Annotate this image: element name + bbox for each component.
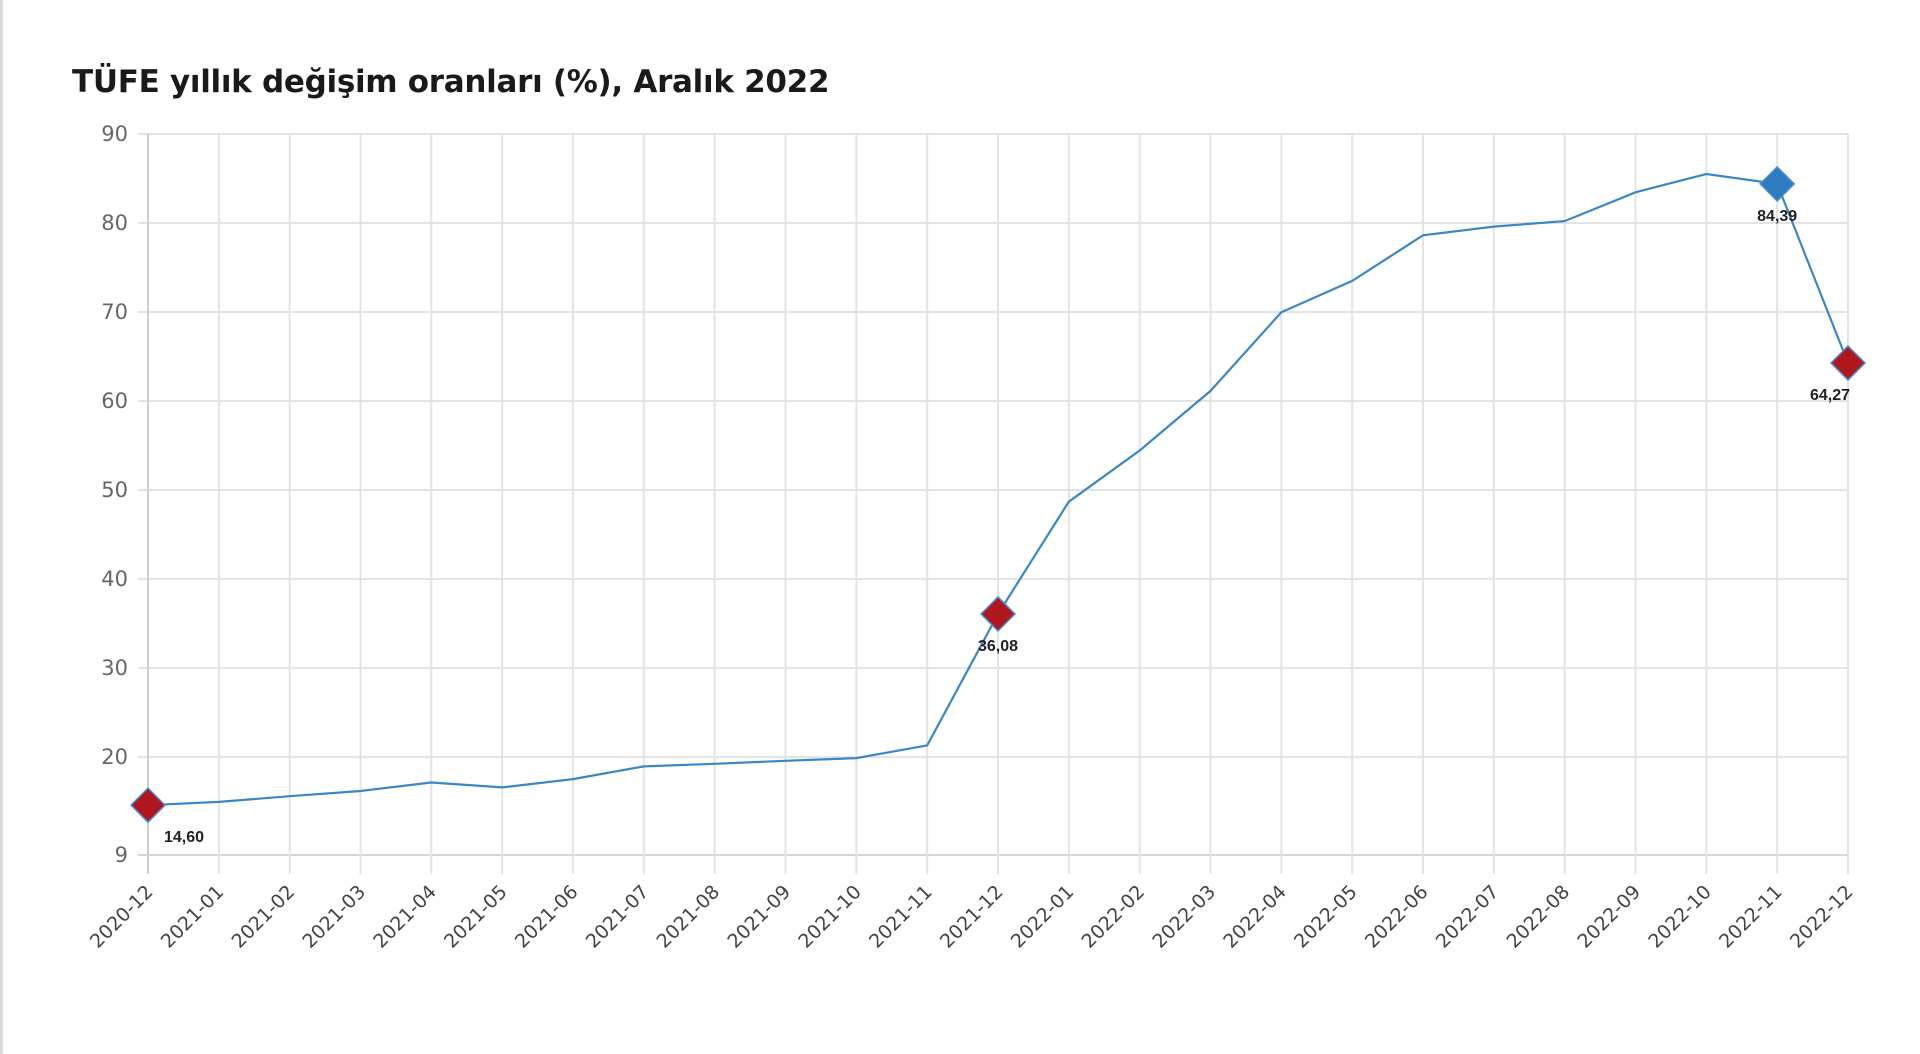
x-tick-label: 2022-01	[1007, 881, 1079, 953]
x-tick-label: 2021-10	[794, 881, 866, 953]
x-tick-label: 2022-05	[1290, 881, 1362, 953]
x-tick-label: 2022-12	[1786, 881, 1858, 953]
data-markers: 14,60 36,08 84,39 64,27	[129, 165, 1867, 846]
x-tick-label: 2021-12	[936, 881, 1008, 953]
y-tick-label: 90	[101, 122, 128, 146]
y-tick-label: 60	[101, 389, 128, 413]
data-point-marker[interactable]	[129, 787, 167, 824]
data-label: 36,08	[978, 638, 1018, 655]
x-tick-label: 2021-01	[157, 881, 229, 953]
x-tick-label: 2021-11	[865, 881, 937, 953]
x-tick-label: 2022-03	[1148, 881, 1220, 953]
x-tick-label: 2021-07	[582, 881, 654, 953]
y-axis: 9 20 30 40 50 60 70 80 90	[101, 122, 128, 867]
x-tick-label: 2022-08	[1503, 881, 1575, 953]
y-tick-label: 80	[101, 211, 128, 235]
page-left-border	[0, 0, 3, 1054]
x-tick-label: 2022-04	[1219, 881, 1291, 953]
data-label: 14,60	[164, 829, 204, 846]
x-tick-label: 2021-06	[511, 881, 583, 953]
y-tick-label: 30	[101, 656, 128, 680]
x-tick-label: 2022-06	[1361, 881, 1433, 953]
grid-lines	[138, 133, 1849, 874]
data-label: 84,39	[1757, 208, 1797, 225]
chart-title: TÜFE yıllık değişim oranları (%), Aralık…	[72, 64, 830, 100]
x-tick-label: 2022-02	[1078, 881, 1150, 953]
x-tick-label: 2022-11	[1715, 881, 1787, 953]
x-tick-label: 2021-03	[298, 881, 370, 953]
data-point-marker[interactable]	[1829, 344, 1867, 382]
x-tick-label: 2021-09	[723, 881, 795, 953]
x-tick-label: 2020-12	[86, 881, 158, 953]
x-axis: 2020-12 2021-01 2021-02 2021-03 2021-04 2021-…	[86, 881, 1858, 953]
y-tick-label: 40	[101, 567, 128, 591]
data-point-marker[interactable]	[1759, 165, 1796, 202]
data-label: 64,27	[1810, 387, 1850, 404]
data-point-marker[interactable]	[979, 595, 1017, 633]
x-tick-label: 2022-07	[1432, 881, 1504, 953]
x-tick-label: 2022-10	[1644, 881, 1716, 953]
x-tick-label: 2021-04	[369, 881, 441, 953]
x-tick-label: 2021-08	[653, 881, 725, 953]
x-tick-label: 2021-02	[228, 881, 300, 953]
y-tick-label: 20	[101, 745, 128, 769]
x-tick-label: 2021-05	[440, 881, 512, 953]
y-tick-label: 50	[101, 478, 128, 502]
y-tick-label: 9	[115, 843, 128, 867]
x-tick-label: 2022-09	[1573, 881, 1645, 953]
y-tick-label: 70	[101, 300, 128, 324]
